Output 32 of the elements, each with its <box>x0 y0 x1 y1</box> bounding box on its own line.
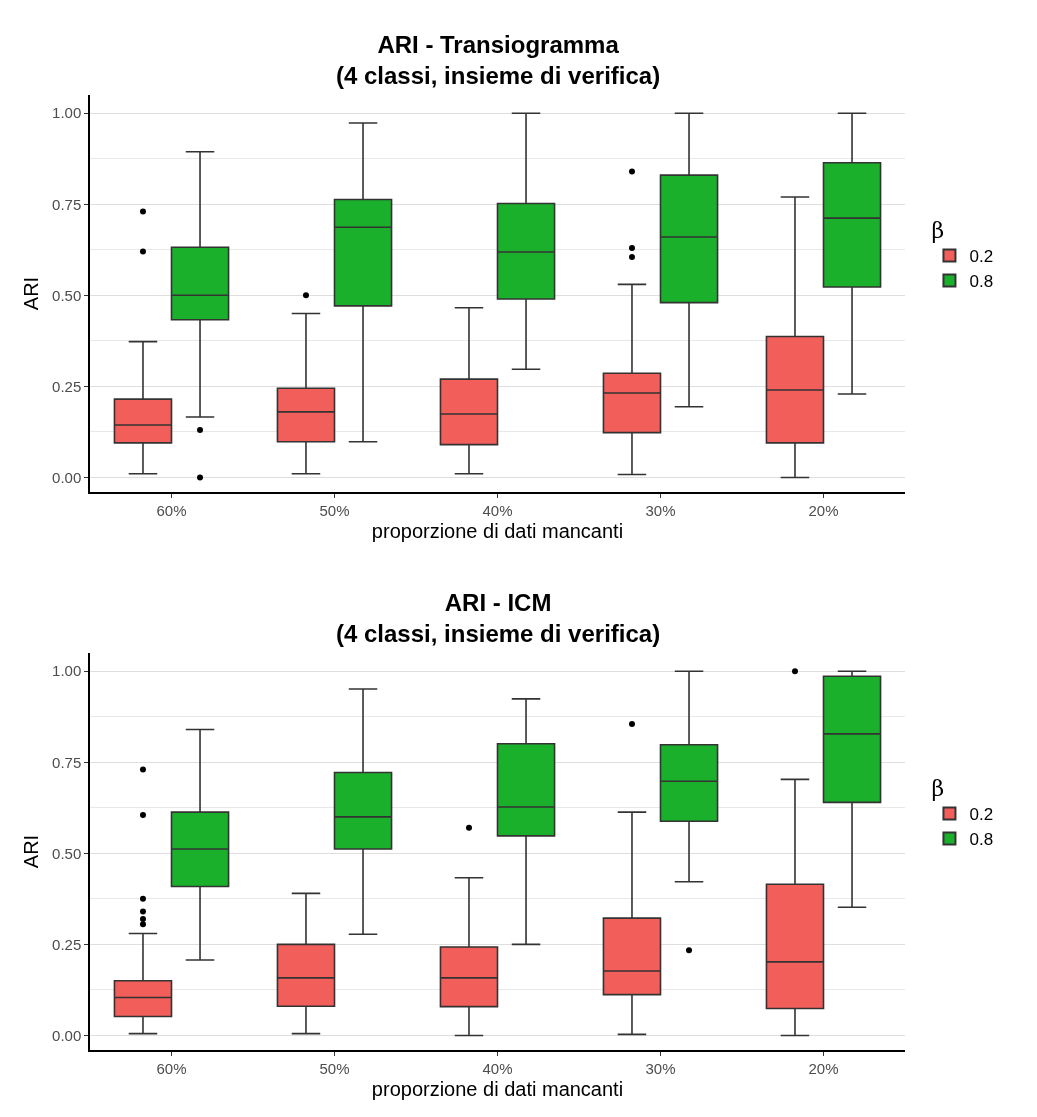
y-tick-label: 0.50 <box>52 844 82 862</box>
x-tick-label: 20% <box>808 1059 839 1077</box>
x-tick-label: 30% <box>645 1059 676 1077</box>
legend-label: 0.8 <box>969 830 994 850</box>
x-axis-title: proporzione di dati mancanti <box>371 519 624 542</box>
x-tick-label: 50% <box>319 501 350 519</box>
x-tick-label: 60% <box>156 501 187 519</box>
y-tick-label: 1.00 <box>52 662 82 680</box>
y-tick-label: 1.00 <box>52 104 82 122</box>
x-tick-label: 60% <box>156 1059 187 1077</box>
x-tick-label: 30% <box>645 501 676 519</box>
x-tick-label: 40% <box>482 501 513 519</box>
legend-label: 0.2 <box>969 805 994 825</box>
x-axis-title: proporzione di dati mancanti <box>371 1077 624 1100</box>
y-tick-label: 0.75 <box>52 195 82 213</box>
legend-title: β <box>931 775 945 801</box>
x-tick-label: 40% <box>482 1059 513 1077</box>
chart-title: ARI - ICM (4 classi, insieme di verifica) <box>336 589 661 648</box>
y-tick-label: 0.00 <box>52 1026 82 1044</box>
y-axis-title: ARI <box>20 834 43 869</box>
y-tick-label: 0.25 <box>52 377 82 395</box>
y-tick-label: 0.75 <box>52 753 82 771</box>
x-tick-label: 50% <box>319 1059 350 1077</box>
y-tick-label: 0.25 <box>52 935 82 953</box>
legend-label: 0.2 <box>969 247 994 267</box>
chart-title: ARI - Transiogramma (4 classi, insieme di verifica) <box>336 31 661 90</box>
y-tick-label: 0.00 <box>52 468 82 486</box>
legend-label: 0.8 <box>969 272 994 292</box>
y-tick-label: 0.50 <box>52 286 82 304</box>
y-axis-title: ARI <box>20 276 43 311</box>
x-tick-label: 20% <box>808 501 839 519</box>
legend-title: β <box>931 217 945 243</box>
